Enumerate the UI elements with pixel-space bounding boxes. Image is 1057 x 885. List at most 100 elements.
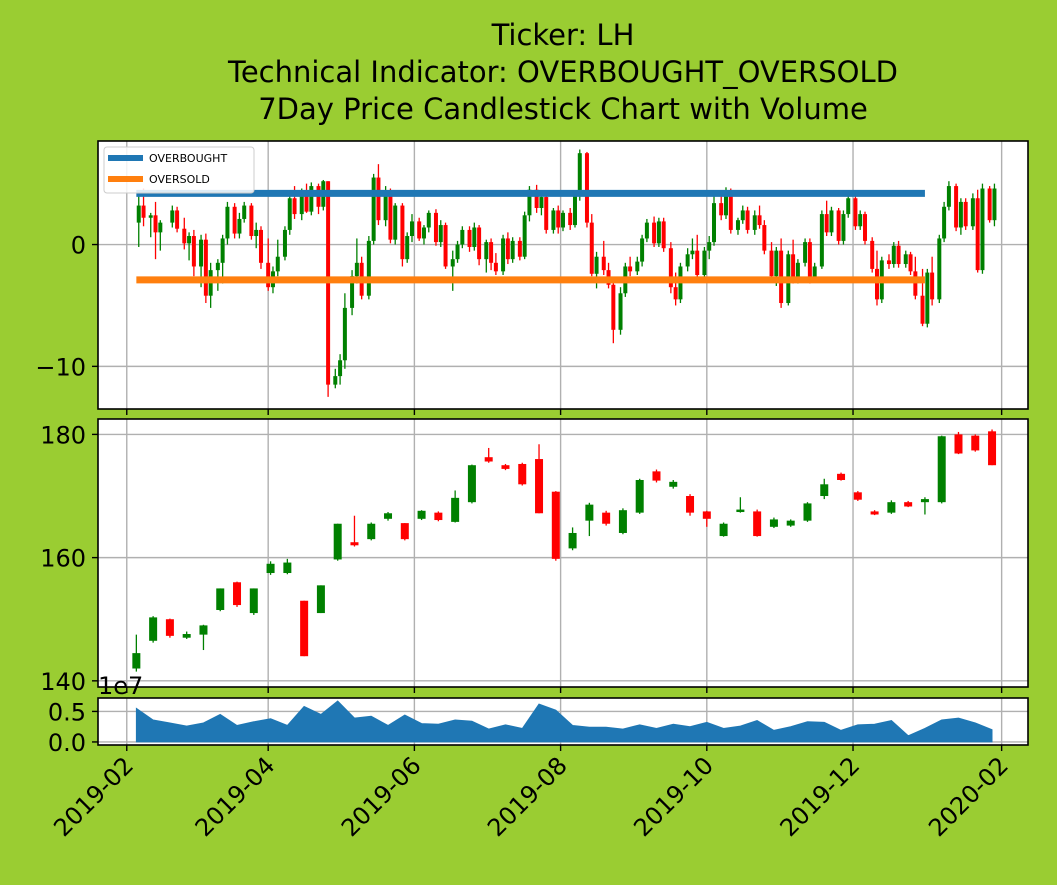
indicator-candle-body-55 [450, 259, 455, 267]
price-candle-body-22 [501, 465, 510, 469]
price-candle-body-20 [467, 465, 476, 503]
price-candle-body-36 [736, 509, 745, 513]
indicator-candle-body-68 [522, 215, 527, 257]
price-ytick-label-2: 180 [40, 421, 86, 449]
price-candle-body-51 [988, 431, 997, 466]
indicator-candle-body-64 [501, 238, 506, 272]
indicator-candle-body-41 [371, 177, 376, 241]
price-candle-body-8 [266, 563, 275, 574]
indicator-candle-body-139 [920, 295, 925, 324]
price-candle-body-29 [618, 510, 627, 533]
price-candle-body-25 [551, 491, 560, 559]
price-candle-body-0 [132, 653, 141, 669]
price-candle-body-18 [434, 512, 443, 521]
indicator-candle-body-29 [304, 192, 309, 212]
indicator-candle-body-5 [170, 210, 175, 223]
indicator-candle-body-44 [388, 190, 393, 240]
indicator-candle-body-9 [191, 236, 196, 267]
price-candle-body-16 [400, 523, 409, 540]
title-line-1: Ticker: LH [491, 18, 635, 52]
price-candle-body-10 [300, 600, 309, 657]
price-candle-body-43 [853, 492, 862, 500]
indicator-candle-body-91 [652, 222, 657, 244]
indicator-candle-body-58 [467, 229, 472, 247]
indicator-candle-body-128 [858, 214, 863, 227]
indicator-candle-body-148 [970, 198, 975, 227]
indicator-candle-body-45 [393, 205, 398, 240]
indicator-candle-body-145 [954, 186, 959, 228]
indicator-candle-body-120 [812, 266, 817, 279]
indicator-candle-body-6 [175, 210, 180, 229]
indicator-candle-body-146 [958, 201, 963, 228]
indicator-candle-body-142 [937, 238, 942, 300]
indicator-candle-body-121 [819, 214, 824, 267]
title-line-3: 7Day Price Candlestick Chart with Volume [258, 92, 868, 126]
indicator-candle-body-24 [275, 256, 280, 272]
indicator-candle-body-40 [366, 240, 371, 296]
indicator-candle-body-76 [568, 212, 573, 226]
indicator-candle-body-59 [472, 227, 477, 247]
indicator-candle-body-106 [735, 220, 740, 230]
indicator-candle-body-73 [551, 210, 556, 230]
indicator-candle-body-147 [963, 201, 968, 227]
indicator-candle-body-89 [640, 238, 645, 262]
price-candle-body-50 [971, 435, 980, 451]
indicator-candle-body-109 [752, 215, 757, 230]
price-candle-body-1 [149, 617, 158, 641]
indicator-candle-body-116 [791, 254, 796, 280]
indicator-candle-body-84 [611, 284, 616, 330]
indicator-candle-body-137 [908, 254, 913, 272]
indicator-candle-body-78 [577, 153, 582, 196]
indicator-candle-body-149 [975, 198, 980, 271]
price-candle-body-6 [233, 582, 242, 606]
price-candle-body-13 [350, 542, 359, 546]
price-candle-body-49 [954, 434, 963, 454]
indicator-candle-body-97 [685, 254, 690, 267]
indicator-candle-body-144 [946, 186, 951, 207]
indicator-candle-body-70 [534, 189, 539, 208]
indicator-ytick-label-1: −10 [35, 353, 86, 381]
price-candle-body-12 [333, 523, 342, 560]
price-candle-body-28 [602, 512, 611, 524]
indicator-candle-body-10 [199, 239, 204, 267]
indicator-candle-body-47 [405, 236, 410, 260]
price-candle-body-23 [518, 463, 527, 485]
indicator-candle-body-127 [853, 198, 858, 227]
indicator-candle-body-101 [707, 242, 712, 251]
indicator-candle-body-152 [992, 188, 997, 221]
indicator-candle-body-141 [930, 272, 935, 300]
indicator-candle-body-143 [942, 206, 947, 239]
legend-label-0: OVERBOUGHT [149, 152, 227, 165]
indicator-candle-body-14 [220, 238, 225, 263]
indicator-candle-body-100 [702, 250, 707, 275]
indicator-candle-body-61 [484, 242, 489, 260]
indicator-candle-body-38 [354, 262, 359, 277]
price-candle-body-33 [686, 496, 695, 513]
price-candle-body-21 [484, 457, 493, 462]
indicator-candle-body-117 [795, 262, 800, 280]
indicator-candle-body-18 [242, 205, 247, 219]
indicator-candle-body-140 [925, 272, 930, 324]
price-candle-body-30 [635, 479, 644, 513]
price-candle-body-3 [182, 634, 191, 638]
indicator-candle-body-28 [299, 192, 304, 215]
indicator-candle-body-79 [584, 153, 589, 223]
indicator-candle-body-8 [187, 236, 192, 244]
indicator-candle-body-4 [158, 222, 163, 233]
volume-scale-label: 1e7 [98, 672, 143, 700]
indicator-candle-body-93 [661, 221, 666, 249]
price-candle-body-48 [937, 436, 946, 503]
indicator-candle-body-135 [896, 245, 901, 265]
indicator-candle-body-72 [544, 197, 549, 230]
indicator-candle-body-134 [891, 245, 896, 265]
indicator-candle-body-131 [874, 268, 879, 300]
indicator-ytick-label-0: 0 [71, 232, 86, 260]
indicator-candle-body-98 [690, 250, 695, 255]
price-candle-body-35 [719, 523, 728, 537]
indicator-candle-body-43 [383, 190, 388, 221]
indicator-candle-body-87 [628, 266, 633, 272]
indicator-candle-body-54 [443, 225, 448, 267]
indicator-candle-body-22 [266, 262, 271, 288]
indicator-candle-body-105 [728, 190, 733, 230]
indicator-candle-body-36 [342, 307, 347, 361]
